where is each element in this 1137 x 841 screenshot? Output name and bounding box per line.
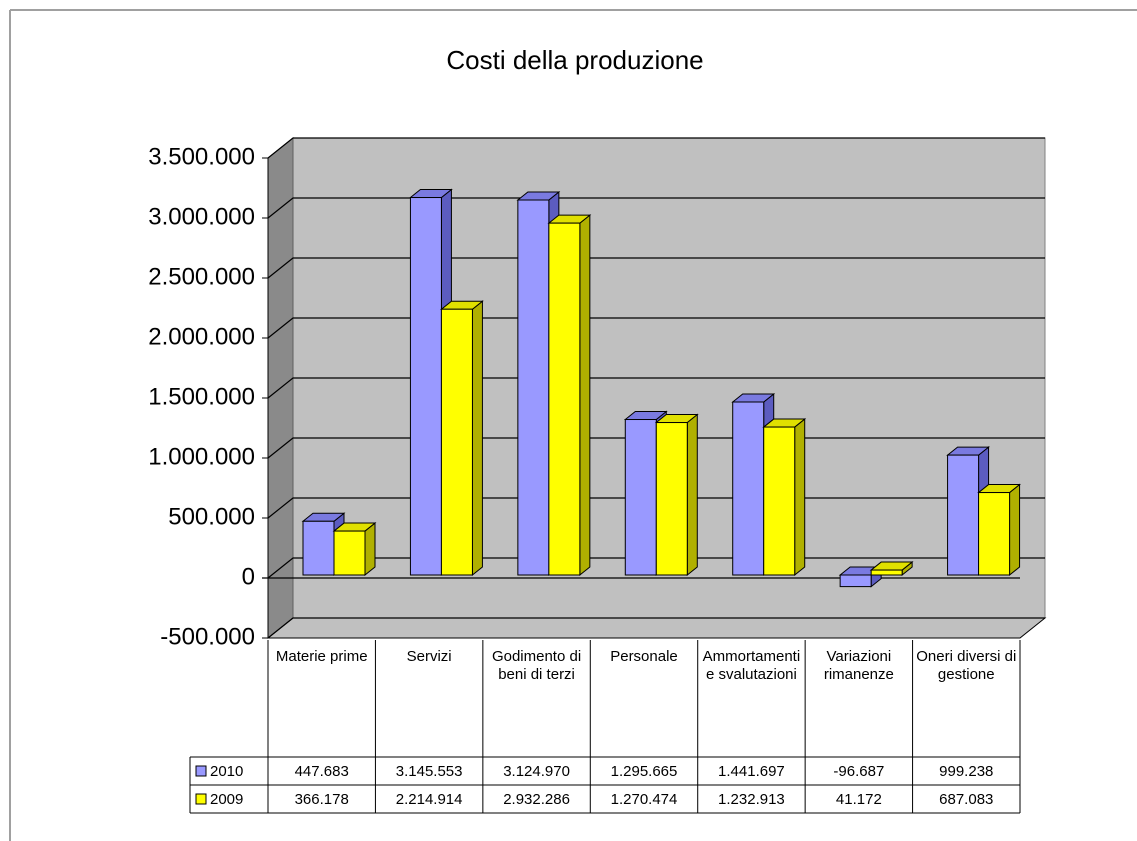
bar-front <box>655 422 688 576</box>
grid-line <box>267 197 1045 219</box>
x-category-label: Personale <box>610 648 678 665</box>
legend-swatch <box>195 793 207 805</box>
bar <box>440 300 484 577</box>
table-value: -96.687 <box>833 763 884 780</box>
table-value: 366.178 <box>295 791 349 808</box>
bar <box>762 418 807 577</box>
grid-line <box>267 137 1045 159</box>
y-tick-label: 3.500.000 <box>148 143 255 170</box>
table-value: 687.083 <box>939 791 993 808</box>
y-tick-label: 500.000 <box>168 503 255 530</box>
y-tick-label: 2.000.000 <box>148 323 255 350</box>
y-tick-label: -500.000 <box>160 623 255 650</box>
table-value: 2.214.914 <box>396 791 463 808</box>
table-value: 999.238 <box>939 763 993 780</box>
y-tick-label: 1.500.000 <box>148 383 255 410</box>
y-tick-label: 1.000.000 <box>148 443 255 470</box>
x-category-label: Materie prime <box>275 648 368 665</box>
legend-label: 2009 <box>210 791 243 808</box>
table-value: 1.441.697 <box>718 763 785 780</box>
category-cell: Oneri diversi di gestione <box>916 648 1017 683</box>
bar-side <box>686 413 698 577</box>
bar-front <box>409 197 442 576</box>
bar-side <box>794 418 806 577</box>
table-value: 1.270.474 <box>611 791 678 808</box>
bar-front <box>870 569 903 576</box>
grid-line <box>267 377 1045 399</box>
y-tick-label: 3.000.000 <box>148 203 255 230</box>
table-value: 1.232.913 <box>718 791 785 808</box>
x-category-label: Servizi <box>406 648 452 665</box>
grid-line <box>267 317 1045 339</box>
category-cell: Servizi <box>406 648 452 665</box>
category-cell: Personale <box>610 648 678 665</box>
bar-front <box>517 199 550 576</box>
bar-front <box>947 454 980 576</box>
bar <box>838 565 883 588</box>
bar <box>547 214 592 577</box>
floor <box>266 617 1047 639</box>
bar <box>977 483 1021 577</box>
table-value: 447.683 <box>295 763 349 780</box>
bar-front <box>839 574 872 588</box>
bar-front <box>732 401 765 576</box>
bar-side <box>1009 483 1021 577</box>
bar-side <box>471 300 483 577</box>
category-cell: Materie prime <box>275 648 368 665</box>
bar-front <box>302 520 335 576</box>
table-value: 41.172 <box>836 791 882 808</box>
bar <box>869 561 914 577</box>
table-value: 3.124.970 <box>503 763 570 780</box>
legend-swatch <box>195 765 207 777</box>
x-category-label: Oneri diversi di gestione <box>916 648 1017 683</box>
bar-front <box>548 222 581 576</box>
x-category-label: Ammortamenti e svalutazioni <box>702 648 801 683</box>
bar-front <box>978 492 1011 576</box>
bar-front <box>624 419 657 576</box>
x-category-label: Godimento di beni di terzi <box>491 648 582 683</box>
category-cell: Godimento di beni di terzi <box>491 648 582 683</box>
bar <box>654 413 699 577</box>
bar-side <box>364 522 376 577</box>
bar <box>332 522 377 577</box>
bar-side <box>579 214 591 577</box>
y-tick-label: 2.500.000 <box>148 263 255 290</box>
x-category-label: Variazioni rimanenze <box>823 648 894 683</box>
grid-line <box>267 257 1045 279</box>
category-cell: Ammortamenti e svalutazioni <box>702 648 801 683</box>
table-value: 1.295.665 <box>611 763 678 780</box>
bar-front <box>440 308 473 576</box>
table-value: 2.932.286 <box>503 791 570 808</box>
bar-front <box>763 426 796 576</box>
chart-title: Costi della produzione <box>446 45 703 75</box>
bar-front <box>333 530 366 576</box>
grid-line <box>267 617 1045 639</box>
category-cell: Variazioni rimanenze <box>823 648 894 683</box>
y-tick-label: 0 <box>242 563 255 590</box>
table-value: 3.145.553 <box>396 763 463 780</box>
legend-label: 2010 <box>210 763 243 780</box>
